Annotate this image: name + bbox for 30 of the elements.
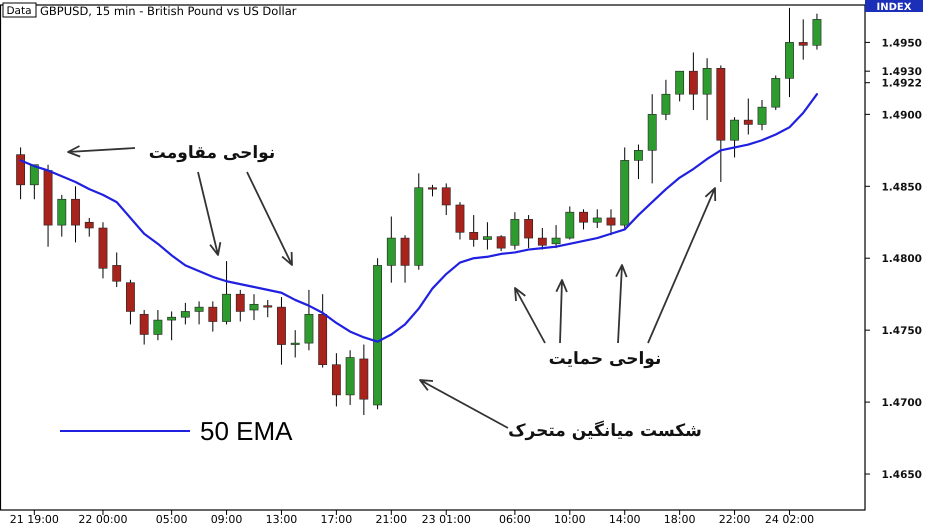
x-tick-label: 17:00: [320, 513, 352, 525]
y-tick-label: 1.4900: [881, 109, 922, 122]
annotation: نواحی مقاومت: [148, 143, 276, 163]
annotation: شکست میانگین متحرک: [508, 420, 702, 441]
x-tick-label: 06:00: [499, 513, 531, 525]
annotation: نواحی حمایت: [548, 349, 662, 369]
y-tick-label: 1.4850: [881, 181, 922, 194]
text: INDEX: [876, 2, 912, 13]
y-tick-label: 1.4650: [881, 469, 922, 482]
x-tick-label: 05:00: [156, 513, 188, 525]
x-tick-label: 22:00: [718, 513, 750, 525]
x-tick-label: 23 01:00: [422, 513, 471, 525]
x-tick-label: 09:00: [210, 513, 242, 525]
x-tick-label: 22 00:00: [78, 513, 128, 525]
y-tick-label: 1.4800: [881, 253, 922, 266]
y-tick-label: 1.4930: [881, 66, 922, 78]
chart-title: GBPUSD, 15 min - British Pound vs US Dollar: [40, 4, 297, 18]
x-tick-label: 24 02:00: [764, 513, 814, 525]
x-tick-label: 14:00: [608, 513, 641, 525]
y-tick-label: 1.4950: [881, 37, 922, 50]
x-tick-label: 21 19:00: [10, 513, 59, 525]
annotation: Data: [6, 5, 32, 17]
legend-label: 50 EMA: [200, 416, 294, 446]
y-tick-label: 1.4922: [881, 78, 922, 90]
x-tick-label: 10:00: [554, 513, 586, 525]
x-tick-label: 21:00: [375, 513, 408, 525]
y-tick-label: 1.4700: [881, 397, 922, 410]
y-tick-label: 1.4750: [881, 325, 922, 338]
x-tick-label: 13:00: [266, 513, 298, 525]
x-tick-label: 18:00: [664, 513, 696, 525]
